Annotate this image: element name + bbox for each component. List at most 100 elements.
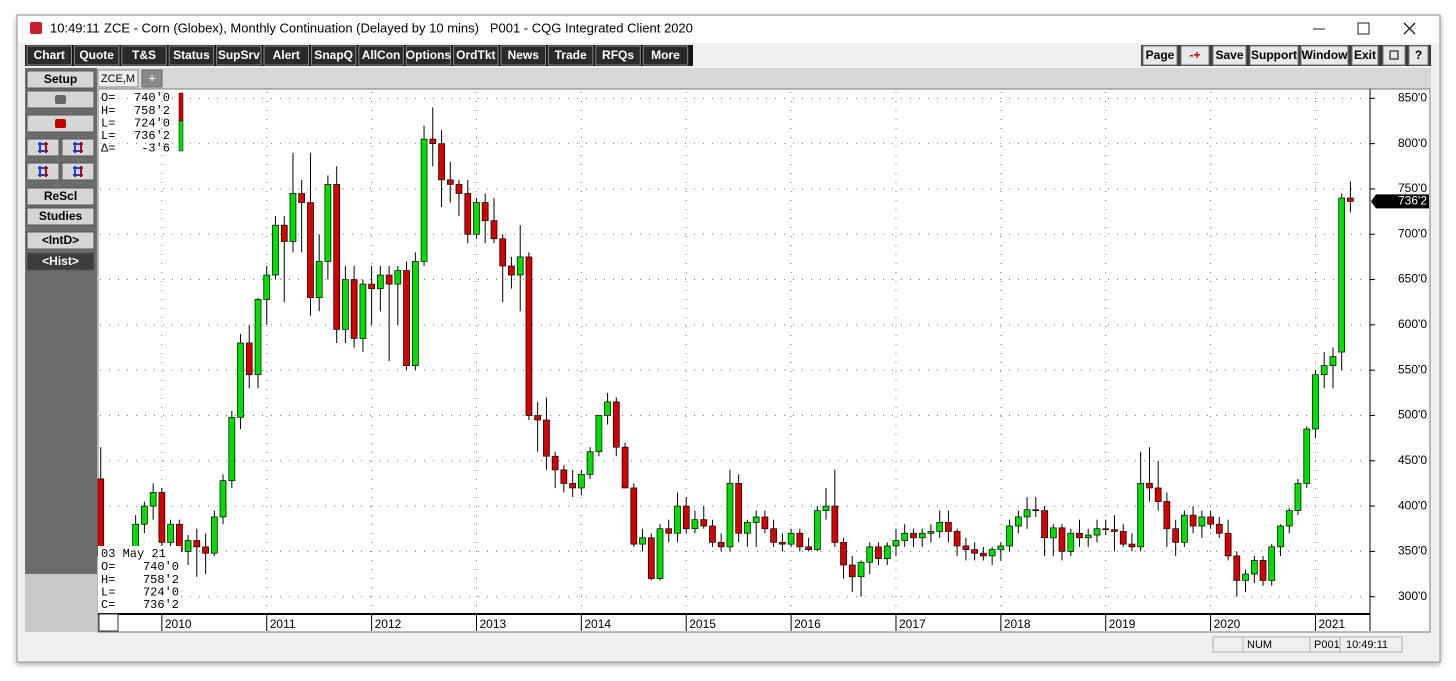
sidebar-icon-button[interactable] bbox=[26, 138, 60, 157]
toolbar-button-label[interactable]: AllCon bbox=[362, 48, 401, 62]
toolbar-button[interactable] bbox=[263, 45, 309, 66]
toolbar-button-label[interactable]: Alert bbox=[273, 48, 300, 62]
candle-body bbox=[744, 522, 751, 534]
toolbar-button-label[interactable]: Chart bbox=[34, 48, 65, 62]
toolbar-button-label[interactable]: Trade bbox=[555, 48, 587, 62]
toolbar-button-label[interactable]: Status bbox=[173, 48, 210, 62]
toolbar-button[interactable] bbox=[1180, 45, 1210, 66]
cursor-value: 724'0 bbox=[143, 585, 179, 599]
toolbar-button[interactable] bbox=[358, 45, 404, 66]
toolbar-button-label[interactable]: Exit bbox=[1354, 48, 1376, 62]
toolbar-button[interactable] bbox=[168, 45, 215, 66]
toolbar-button-label[interactable]: ? bbox=[1415, 48, 1422, 62]
close-button[interactable] bbox=[1403, 22, 1416, 35]
candle-body bbox=[289, 193, 297, 242]
toolbar-button-label[interactable]: T&S bbox=[132, 48, 156, 62]
candle-body bbox=[1224, 532, 1232, 557]
sidebar-button[interactable] bbox=[26, 70, 95, 89]
candle-body bbox=[621, 446, 629, 489]
toolbar-button[interactable] bbox=[595, 45, 641, 66]
toolbar-button-label[interactable]: Page bbox=[1146, 48, 1175, 62]
toolbar-button-label[interactable]: RFQs bbox=[602, 48, 634, 62]
candle-body bbox=[1006, 525, 1013, 547]
toolbar-button-label[interactable]: Window bbox=[1302, 48, 1349, 62]
tab-add-label[interactable]: + bbox=[148, 70, 156, 85]
toolbar-button-label[interactable]: Support bbox=[1251, 48, 1297, 62]
toolbar-button[interactable] bbox=[405, 45, 452, 66]
candle-body bbox=[1285, 510, 1293, 527]
candle-body bbox=[1189, 514, 1197, 527]
toolbar-button-label[interactable]: SnapQ bbox=[314, 48, 353, 62]
app-icon bbox=[30, 22, 42, 34]
sidebar-button-label[interactable]: <IntD> bbox=[42, 233, 79, 247]
toolbar-button[interactable] bbox=[216, 45, 262, 66]
toolbar-button[interactable] bbox=[73, 45, 120, 66]
scroll-corner[interactable] bbox=[98, 613, 119, 632]
toolbar-button-label[interactable]: Options bbox=[406, 48, 452, 62]
y-tick-label: 600'0 bbox=[1398, 317, 1427, 331]
toolbar-button[interactable] bbox=[500, 45, 546, 66]
candle-body bbox=[945, 522, 952, 532]
sidebar-icon-button[interactable] bbox=[26, 162, 60, 181]
toolbar-button-label[interactable]: Quote bbox=[79, 48, 114, 62]
sidebar-button[interactable] bbox=[26, 207, 95, 226]
y-tick-label: 700'0 bbox=[1398, 226, 1427, 240]
toolbar-button[interactable] bbox=[1249, 45, 1299, 66]
candle-body bbox=[560, 469, 568, 484]
toolbar-button[interactable] bbox=[1408, 45, 1429, 66]
sidebar-button-label[interactable]: ReScl bbox=[44, 189, 77, 203]
toolbar-button-label[interactable]: OrdTkt bbox=[456, 48, 495, 62]
toolbar-button[interactable] bbox=[453, 45, 499, 66]
candle-body bbox=[674, 505, 681, 534]
toolbar-button-label[interactable]: More bbox=[651, 48, 680, 62]
candle-body bbox=[245, 342, 253, 376]
sidebar-button-label[interactable]: Studies bbox=[39, 209, 83, 223]
toolbar-button[interactable] bbox=[547, 45, 594, 66]
toolbar-button[interactable] bbox=[121, 45, 167, 66]
sidebar-button[interactable] bbox=[26, 252, 95, 271]
candle-body bbox=[840, 541, 847, 566]
candle-body bbox=[1242, 573, 1249, 581]
candle-body bbox=[280, 224, 288, 242]
candle-body bbox=[315, 261, 323, 299]
tab[interactable] bbox=[97, 69, 139, 88]
toolbar-button-label[interactable]: SupSrv bbox=[218, 48, 260, 62]
summary-indicator bbox=[178, 92, 184, 122]
toolbar-button[interactable] bbox=[642, 45, 689, 66]
candle-body bbox=[202, 546, 209, 554]
toolbar-button[interactable] bbox=[26, 45, 72, 66]
tab-add[interactable] bbox=[141, 69, 163, 88]
candle-body bbox=[1312, 374, 1319, 430]
sidebar-button-label[interactable]: <Hist> bbox=[42, 254, 79, 268]
x-tick-label: 2015 bbox=[689, 617, 716, 631]
candle-body bbox=[333, 184, 341, 330]
candle-body bbox=[1032, 509, 1040, 512]
toolbar-button-label[interactable]: -+ bbox=[1189, 48, 1200, 62]
sidebar-icon-button[interactable] bbox=[61, 138, 95, 157]
sidebar-icon-button[interactable] bbox=[61, 162, 95, 181]
toolbar-button[interactable] bbox=[1212, 45, 1247, 66]
toolbar-button[interactable] bbox=[1300, 45, 1349, 66]
toolbar-button-label[interactable]: News bbox=[508, 48, 540, 62]
tab-label[interactable]: ZCE,M bbox=[101, 73, 135, 85]
candle-body bbox=[551, 455, 559, 471]
candle-body bbox=[473, 202, 480, 235]
cursor-label: L= bbox=[101, 585, 115, 599]
sidebar-button[interactable] bbox=[26, 231, 95, 250]
candle-body bbox=[359, 283, 367, 339]
toolbar-button[interactable] bbox=[1142, 45, 1178, 66]
sidebar-button[interactable] bbox=[26, 187, 95, 206]
candle-body bbox=[1172, 528, 1180, 543]
toolbar-button[interactable] bbox=[310, 45, 357, 66]
toolbar-button-label[interactable]: Save bbox=[1215, 48, 1243, 62]
candle-body bbox=[805, 546, 812, 550]
window-icon-button[interactable] bbox=[1382, 45, 1406, 66]
candle-body bbox=[1250, 560, 1258, 575]
y-tick-label: 450'0 bbox=[1398, 453, 1427, 467]
sidebar-button-label[interactable]: Setup bbox=[44, 72, 77, 86]
candle-body bbox=[901, 532, 909, 541]
candle-body bbox=[342, 279, 349, 330]
candle-body bbox=[578, 474, 585, 489]
maximize-button[interactable] bbox=[1357, 22, 1370, 35]
toolbar-button[interactable] bbox=[1351, 45, 1379, 66]
